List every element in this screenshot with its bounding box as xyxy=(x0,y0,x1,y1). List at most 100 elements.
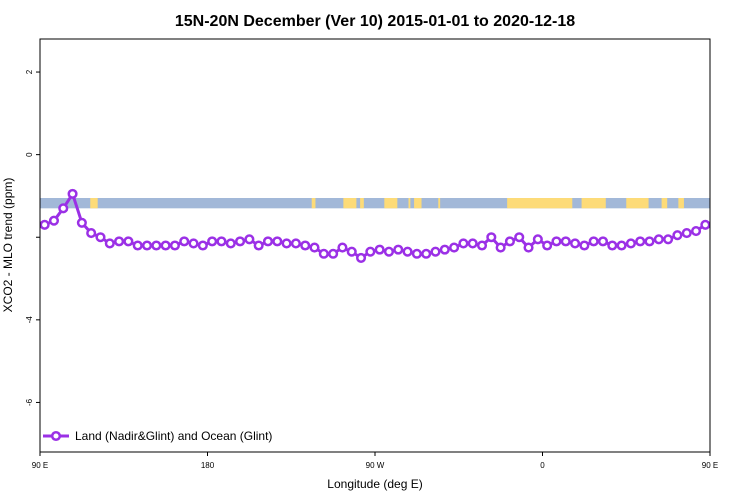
data-point xyxy=(328,248,339,259)
data-point xyxy=(197,240,208,251)
x-tick-label: 180 xyxy=(201,461,215,470)
data-point xyxy=(281,238,292,249)
data-point xyxy=(588,236,599,247)
data-point xyxy=(58,203,69,214)
data-point xyxy=(644,236,655,247)
data-point xyxy=(681,228,692,239)
land-segment xyxy=(581,198,606,209)
data-point xyxy=(179,236,190,247)
data-point xyxy=(393,244,404,255)
x-tick-label: 90 E xyxy=(702,461,718,470)
data-point xyxy=(504,236,515,247)
data-point xyxy=(300,240,311,251)
data-point xyxy=(169,240,180,251)
data-point xyxy=(355,252,367,263)
x-tick-label: 90 E xyxy=(32,461,48,470)
data-point xyxy=(114,236,125,247)
data-point xyxy=(86,228,97,239)
data-point xyxy=(720,215,728,223)
data-point xyxy=(476,240,488,251)
data-point xyxy=(337,242,348,253)
data-point xyxy=(663,234,674,245)
legend-label: Land (Nadir&Glint) and Ocean (Glint) xyxy=(75,429,272,443)
data-point xyxy=(486,232,497,243)
series-layer xyxy=(40,188,747,263)
land-segment xyxy=(384,198,398,209)
data-point xyxy=(244,234,255,245)
data-point xyxy=(40,219,50,230)
data-point xyxy=(383,246,395,257)
data-point xyxy=(729,202,737,210)
data-point xyxy=(216,236,227,247)
data-point xyxy=(458,238,469,249)
land-segment xyxy=(343,198,357,209)
data-point xyxy=(439,244,450,255)
land-segment xyxy=(507,198,573,209)
data-point xyxy=(635,236,646,247)
data-point xyxy=(532,234,543,245)
land-segment xyxy=(626,198,649,209)
data-point xyxy=(402,246,413,257)
data-point xyxy=(625,238,636,249)
data-point xyxy=(141,240,153,251)
data-point xyxy=(318,248,329,259)
data-point xyxy=(290,238,301,249)
ocean-band xyxy=(40,198,710,209)
data-point xyxy=(309,242,320,253)
x-axis-label: Longitude (deg E) xyxy=(327,477,422,491)
data-point xyxy=(160,240,171,251)
data-point xyxy=(151,240,162,251)
y-tick-label: 2 xyxy=(25,69,34,74)
data-point xyxy=(579,240,590,251)
data-point xyxy=(607,240,618,251)
legend: Land (Nadir&Glint) and Ocean (Glint) xyxy=(43,429,272,443)
data-point xyxy=(739,190,747,198)
y-tick-label: -6 xyxy=(25,398,34,406)
data-point xyxy=(48,215,60,226)
data-point xyxy=(95,232,106,243)
data-point xyxy=(551,236,562,247)
y-tick-label: 0 xyxy=(25,152,34,157)
data-point xyxy=(67,188,78,199)
data-point xyxy=(495,242,506,253)
x-tick-label: 90 W xyxy=(366,461,385,470)
land-segment xyxy=(311,198,316,209)
data-point xyxy=(616,240,627,251)
data-point xyxy=(570,238,581,249)
data-point xyxy=(253,240,264,251)
data-point xyxy=(235,236,246,247)
legend-marker-swatch xyxy=(50,430,62,442)
land-segment xyxy=(414,198,422,209)
chart-title: 15N-20N December (Ver 10) 2015-01-01 to … xyxy=(175,13,575,30)
data-point xyxy=(272,236,283,247)
land-segment xyxy=(90,198,98,209)
data-point xyxy=(346,246,357,257)
data-point xyxy=(709,222,710,227)
data-point xyxy=(449,242,460,253)
data-point xyxy=(365,246,376,257)
data-point xyxy=(523,242,534,253)
data-point xyxy=(690,225,702,237)
data-point xyxy=(467,238,478,249)
land-segment xyxy=(408,198,411,209)
axes: 90 E 180 90 W 0 90 E 2 0 -4 -6 xyxy=(25,69,718,470)
data-point xyxy=(430,246,441,257)
data-point xyxy=(225,238,236,249)
y-axis-label: XCO2 - MLO trend (ppm) xyxy=(1,178,15,313)
data-point xyxy=(514,232,525,243)
land-segment xyxy=(661,198,668,209)
data-point xyxy=(188,238,199,249)
x-tick-label: 0 xyxy=(540,461,545,470)
data-point xyxy=(76,217,87,228)
data-point xyxy=(700,219,710,230)
data-point xyxy=(421,248,432,259)
y-tick-label: -4 xyxy=(25,316,34,324)
data-point xyxy=(597,236,609,247)
land-segment xyxy=(678,198,684,209)
data-point xyxy=(560,236,571,247)
land-ocean-band xyxy=(40,198,710,209)
data-point xyxy=(132,240,143,251)
data-point xyxy=(207,236,218,247)
plot-frame xyxy=(39,38,711,453)
